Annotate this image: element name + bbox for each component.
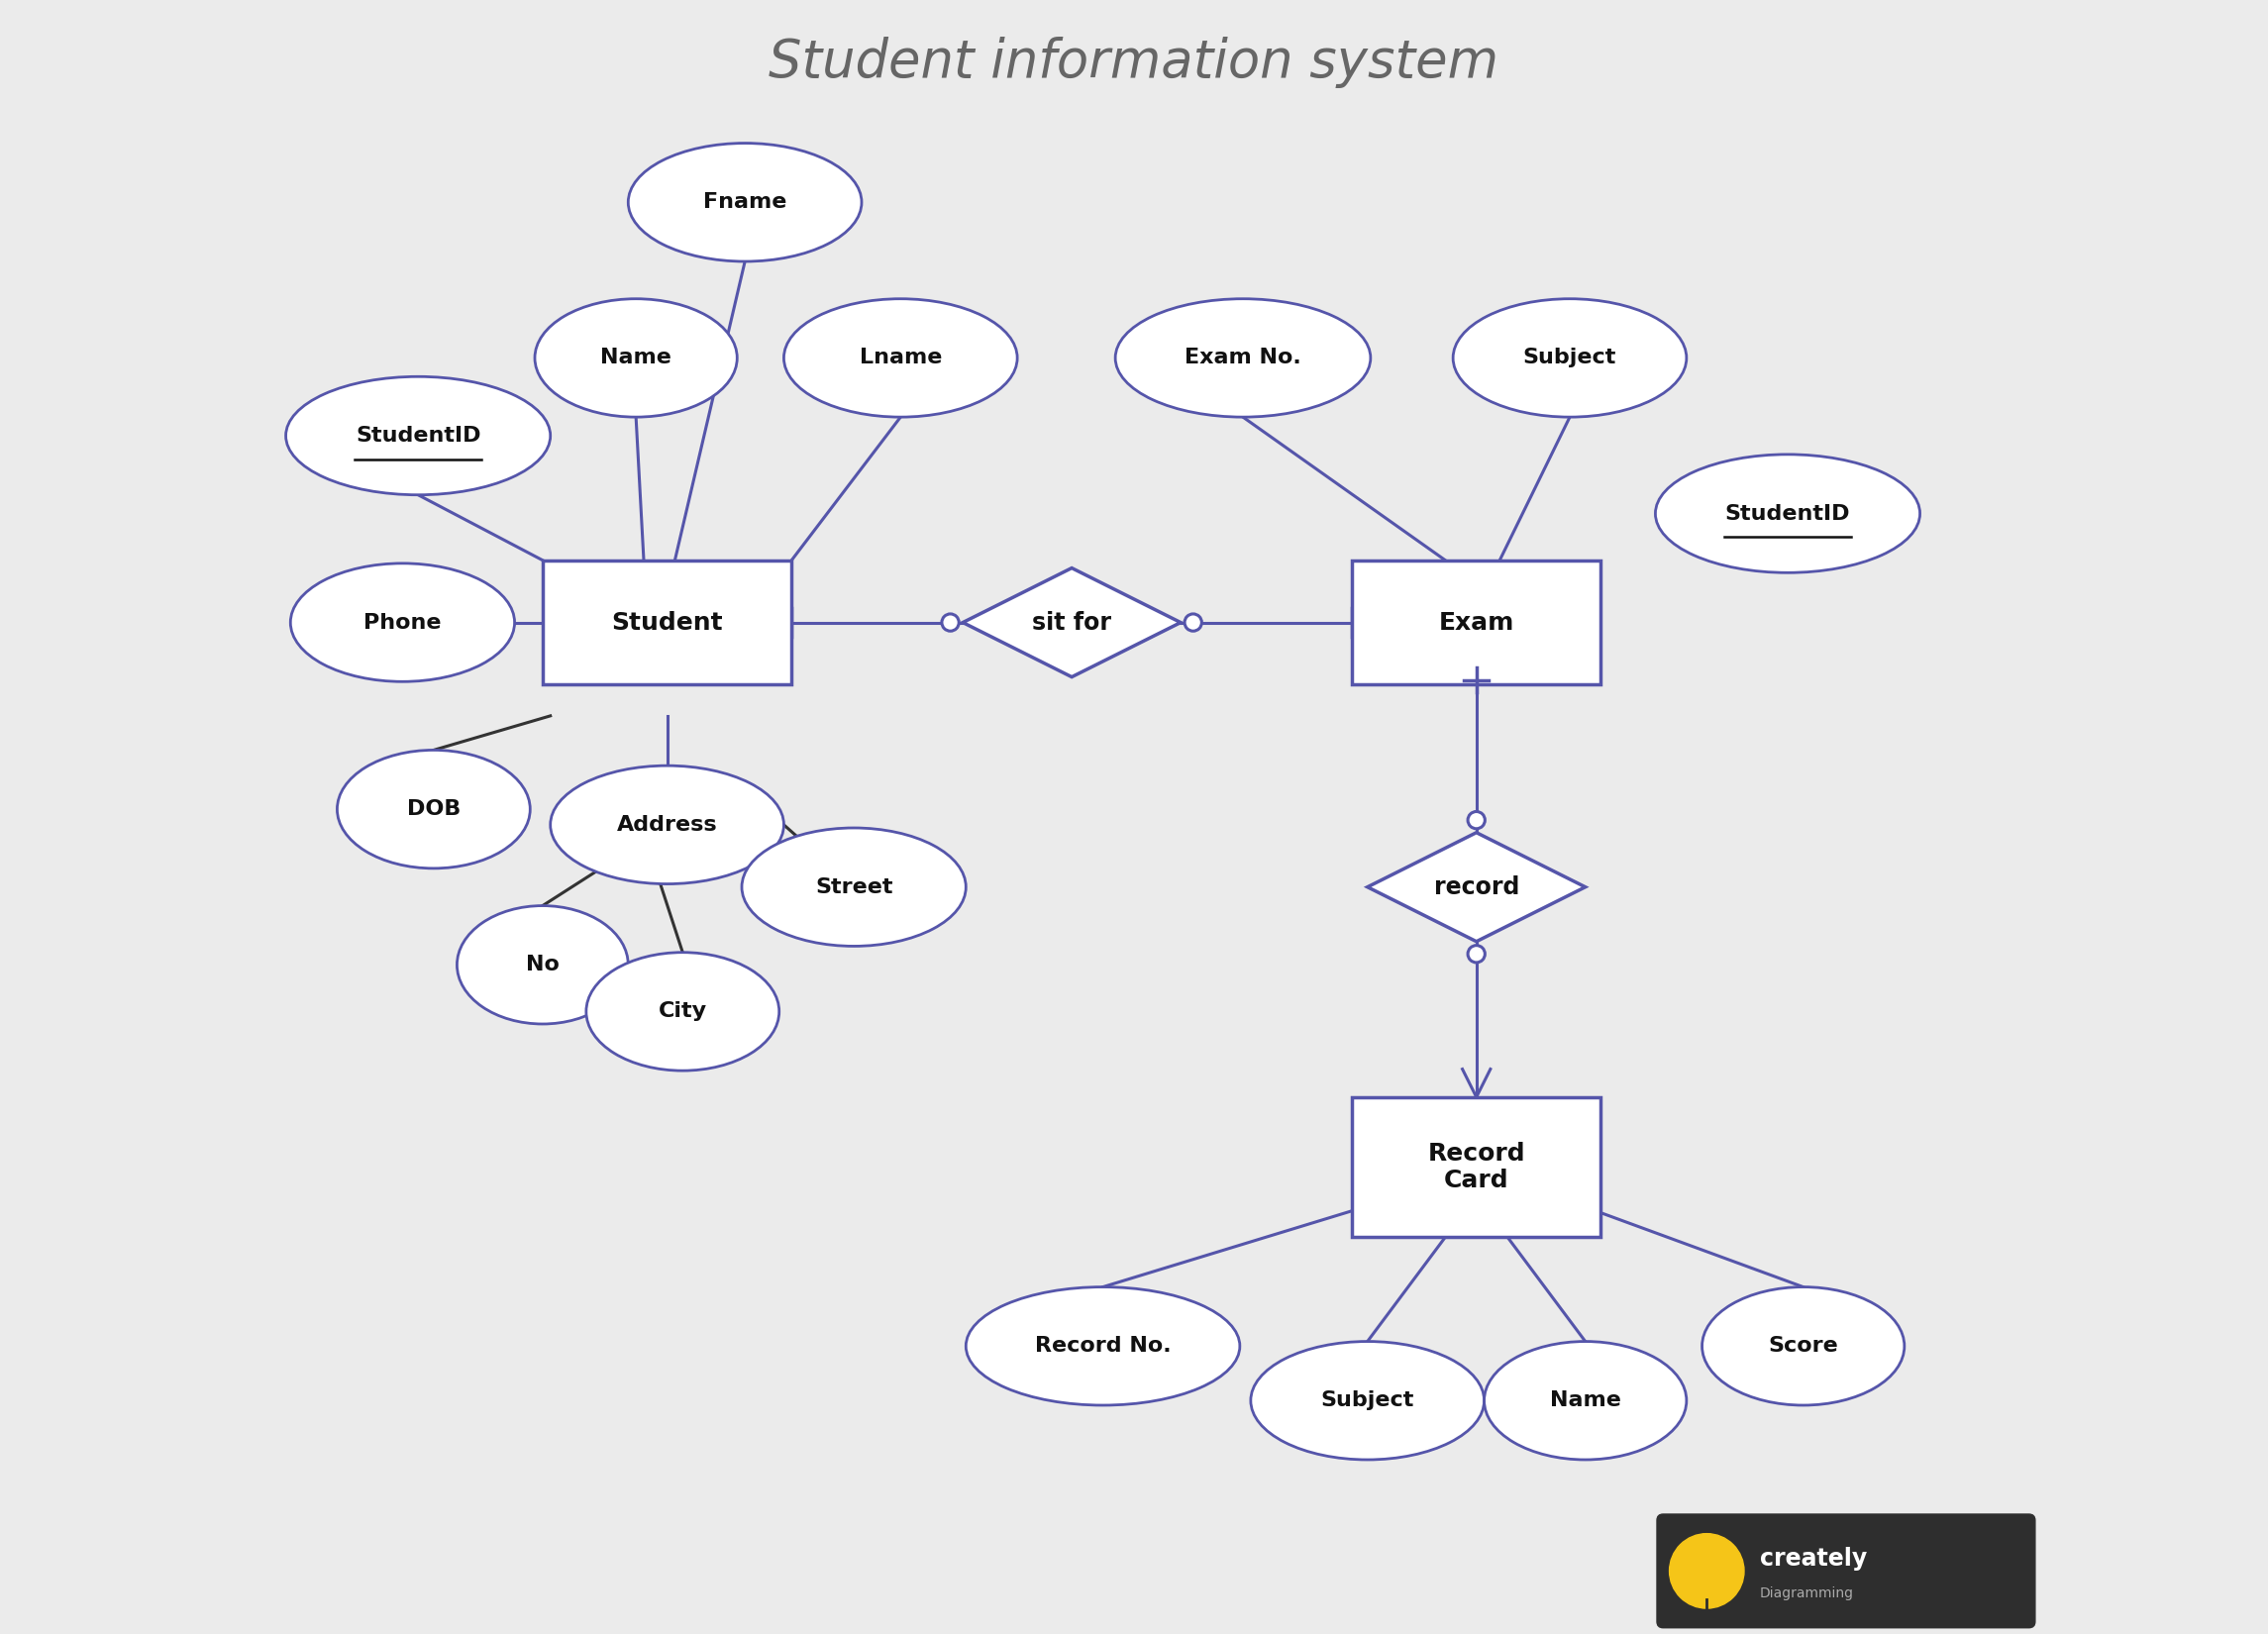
Ellipse shape [286, 376, 551, 495]
Bar [1352, 1096, 1601, 1237]
Text: sit for: sit for [1032, 611, 1111, 634]
Bar [542, 560, 792, 685]
Text: Fname: Fname [703, 193, 787, 212]
Ellipse shape [628, 144, 862, 261]
Polygon shape [964, 569, 1182, 676]
Text: StudentID: StudentID [356, 426, 481, 446]
Text: creately: creately [1760, 1547, 1867, 1570]
Text: No: No [526, 954, 560, 975]
Text: record: record [1433, 876, 1520, 899]
Circle shape [1467, 812, 1486, 828]
Circle shape [1467, 946, 1486, 962]
Ellipse shape [585, 953, 780, 1070]
Text: DOB: DOB [406, 799, 460, 819]
Circle shape [1669, 1534, 1744, 1608]
Ellipse shape [966, 1288, 1241, 1405]
Text: City: City [658, 1002, 708, 1021]
Text: Student information system: Student information system [769, 36, 1499, 88]
FancyBboxPatch shape [1658, 1515, 2034, 1627]
Ellipse shape [338, 750, 531, 868]
Text: Exam No.: Exam No. [1184, 348, 1302, 368]
Text: Subject: Subject [1524, 348, 1617, 368]
Text: Record
Card: Record Card [1427, 1142, 1526, 1193]
Circle shape [1184, 614, 1202, 631]
Text: Lname: Lname [860, 348, 941, 368]
Text: Score: Score [1769, 1337, 1839, 1356]
Polygon shape [1368, 833, 1585, 941]
Circle shape [941, 614, 959, 631]
Ellipse shape [1656, 454, 1921, 572]
Ellipse shape [290, 564, 515, 681]
Text: Name: Name [1549, 1391, 1622, 1410]
Ellipse shape [785, 299, 1018, 417]
Ellipse shape [1116, 299, 1370, 417]
Text: Phone: Phone [363, 613, 442, 632]
Ellipse shape [456, 905, 628, 1025]
Text: Diagramming: Diagramming [1760, 1587, 1853, 1600]
Ellipse shape [535, 299, 737, 417]
Ellipse shape [742, 828, 966, 946]
Text: Record No.: Record No. [1034, 1337, 1170, 1356]
Ellipse shape [1454, 299, 1687, 417]
Text: Subject: Subject [1320, 1391, 1415, 1410]
Text: Street: Street [814, 877, 894, 897]
Ellipse shape [1250, 1342, 1483, 1459]
Bar [1352, 560, 1601, 685]
Text: Address: Address [617, 815, 717, 835]
Text: Exam: Exam [1438, 611, 1515, 634]
Ellipse shape [1483, 1342, 1687, 1459]
Text: Student: Student [612, 611, 723, 634]
Text: Name: Name [601, 348, 671, 368]
Text: StudentID: StudentID [1726, 503, 1851, 523]
Ellipse shape [551, 766, 785, 884]
Ellipse shape [1701, 1288, 1905, 1405]
